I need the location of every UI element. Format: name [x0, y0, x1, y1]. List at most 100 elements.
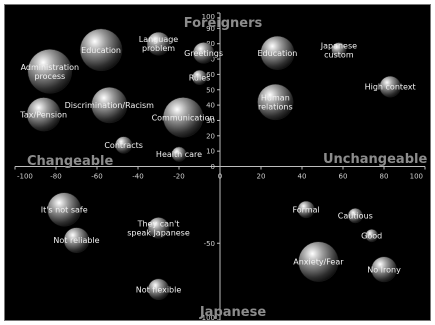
bubble-label: Health care: [156, 150, 202, 159]
bubble: [26, 97, 61, 132]
y-tick-label: 40: [206, 102, 215, 110]
bubble: [298, 241, 339, 282]
quadrant-label-left: Changeable: [27, 154, 113, 169]
bubble-label: It's not safe: [41, 205, 88, 214]
bubble-label-line: Japanese: [320, 41, 357, 50]
bubble-label: Human relations: [258, 94, 293, 112]
bubble: [115, 136, 133, 154]
y-tick-label: 30: [206, 117, 215, 125]
y-tick-label: 60: [206, 71, 215, 79]
bubble-label-line: relations: [258, 103, 293, 112]
quadrant-label-top: Foreigners: [184, 16, 263, 31]
x-tick-label: -80: [50, 173, 61, 181]
x-tick-label: 20: [257, 173, 266, 181]
bubble-label: Good: [361, 232, 382, 241]
bubble-label: Rules: [189, 73, 211, 82]
bubble: [379, 75, 401, 98]
y-tick-label: 90: [206, 25, 215, 33]
bubble-label: Tax/Pension: [19, 110, 67, 119]
bubble: [147, 278, 170, 301]
x-tick-label: 100: [410, 173, 423, 181]
y-tick-label: 80: [206, 40, 215, 48]
quadrant-label-right: Unchangeable: [323, 152, 427, 167]
x-tick-label: 60: [339, 173, 348, 181]
bubble: [79, 28, 123, 72]
bubble-label: No Irony: [367, 265, 401, 274]
bubble: [297, 200, 315, 219]
bubble-label-line: They can't: [137, 219, 180, 228]
x-tick-label: -60: [91, 173, 102, 181]
y-tick-label: -100: [199, 314, 215, 320]
bubble: [257, 83, 294, 121]
bubble-label-line: Rules: [189, 73, 211, 82]
bubble-label: Not flexible: [136, 285, 182, 294]
bubble-label-line: process: [34, 72, 65, 81]
bubble: [191, 69, 208, 86]
bubble-label-line: Human: [261, 94, 290, 103]
bubble-label: Anxiety/Fear: [293, 258, 344, 267]
bubble-label-line: Greetings: [184, 49, 223, 58]
bubble-label-line: speak Japanese: [127, 228, 190, 237]
bubble-label: Formal: [292, 205, 319, 214]
bubble-label: Greetings: [184, 49, 223, 58]
bubble-label: Administration process: [21, 63, 80, 81]
bubble: [260, 35, 295, 70]
bubble-label: Japanese custom: [320, 41, 357, 59]
bubble: [146, 31, 171, 56]
bubble: [27, 49, 73, 94]
bubble: [371, 256, 397, 283]
x-tick-label: -40: [132, 173, 143, 181]
x-tick-label: -20: [173, 173, 184, 181]
bubble-label: Discrimination/Racism: [65, 101, 155, 110]
x-tick-label: 0: [218, 173, 222, 181]
y-tick-label: 100: [202, 13, 215, 21]
bubble-chart: -100-80-60-40-20020406080100100908070605…: [14, 12, 427, 320]
y-tick-label: 0: [211, 163, 215, 171]
bubble-label: Contracts: [104, 141, 143, 150]
bubble-label-line: Cautious: [338, 212, 373, 221]
bubble-label-line: custom: [324, 50, 354, 59]
x-tick-label: 40: [298, 173, 307, 181]
bubble: [331, 42, 347, 58]
bubble-label-line: problem: [142, 44, 175, 53]
bubble: [162, 97, 204, 138]
bubble-label-line: Administration: [21, 63, 80, 72]
bubbles: [26, 28, 401, 301]
bubble: [347, 208, 363, 224]
bubble-label-line: Not flexible: [136, 285, 182, 294]
bubble: [147, 217, 170, 239]
y-tick-label: 50: [206, 86, 215, 94]
bubble-label-line: Anxiety/Fear: [293, 258, 344, 267]
bubble: [63, 227, 90, 254]
bubble-label-line: Education: [257, 49, 297, 58]
bubble-label-line: Contracts: [104, 141, 143, 150]
x-tick-label: 80: [380, 173, 389, 181]
bubble: [365, 229, 379, 243]
bubble-label-line: Discrimination/Racism: [65, 101, 155, 110]
bubble: [171, 146, 187, 162]
bubble-label: Education: [81, 46, 121, 55]
bubble-label-line: Formal: [292, 205, 319, 214]
bubble-label-line: Education: [81, 46, 121, 55]
bubble-label-line: No Irony: [367, 265, 401, 274]
bubble: [192, 42, 215, 64]
bubble-label-line: Good: [361, 232, 382, 241]
bubble-label: Communication: [152, 113, 215, 122]
bubble-label: High context: [365, 83, 416, 92]
bubble-label-line: Language: [139, 35, 179, 44]
bubble-label-line: Not reliable: [53, 236, 99, 245]
bubble-label: Not reliable: [53, 236, 99, 245]
bubble-label: Language problem: [139, 35, 179, 53]
bubble: [47, 192, 82, 227]
bubble-label-line: High context: [365, 83, 416, 92]
quadrant-labels: Foreigners Japanese Changeable Unchangea…: [27, 16, 427, 320]
bubble-label-line: Health care: [156, 150, 202, 159]
bubble-label-line: Communication: [152, 113, 215, 122]
quadrant-label-bottom: Japanese: [199, 305, 266, 320]
y-tick-label: 10: [206, 148, 215, 156]
y-tick-label: 20: [206, 132, 215, 140]
bubble-label: Education: [257, 49, 297, 58]
x-tick-label: -100: [17, 173, 33, 181]
y-tick-label: -50: [204, 240, 215, 248]
